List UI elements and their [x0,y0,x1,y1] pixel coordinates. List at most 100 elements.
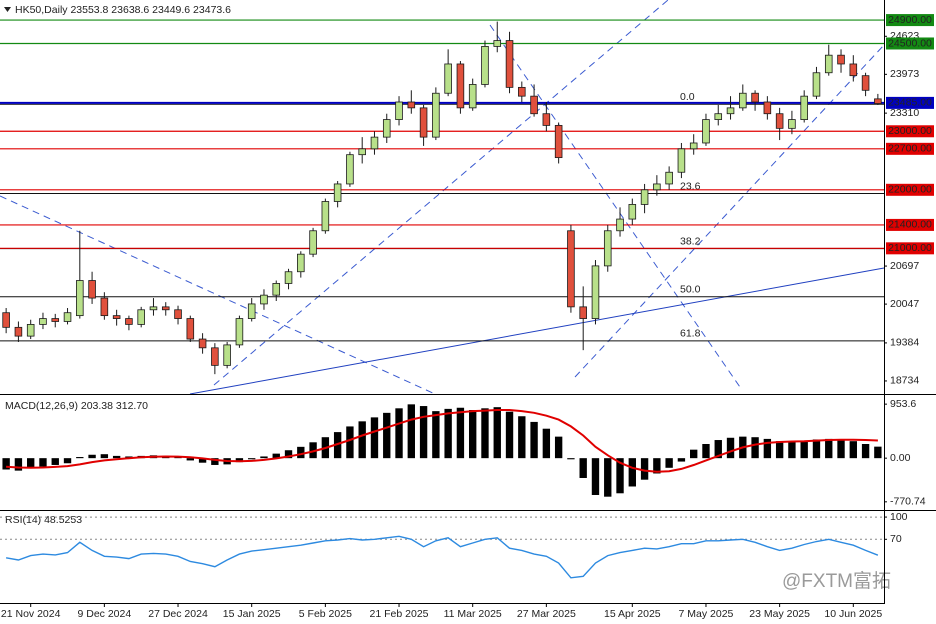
macd-bar [407,404,415,459]
trendline [213,0,669,386]
fib-label: 50.0 [680,284,701,296]
candle-body [763,101,772,115]
candle-body [837,54,845,65]
candle-body [677,148,686,173]
macd-bar [297,446,305,459]
candle-body [321,201,330,232]
macd-bar [542,428,551,459]
macd-title: MACD(12,26,9) 203.38 312.70 [5,400,148,412]
macd-bar [469,410,477,459]
macd-bar [444,408,452,459]
level-label: 24900.00 [888,14,932,26]
y-tick-label: 0.00 [890,452,911,464]
candle-body [309,230,317,255]
macd-bar [726,437,735,459]
macd-bar [825,438,833,459]
y-tick-label: 23973 [890,68,919,80]
level-label-box [886,142,934,155]
x-tick-label: 15 Jan 2025 [223,608,281,620]
candle-body [419,107,428,138]
y-tick-label: 20697 [890,260,919,272]
candle-body [100,297,109,317]
macd-bar [112,455,121,459]
macd-bar [432,411,440,459]
macd-bar [579,458,587,478]
candle-body [653,183,661,191]
candle-body [112,315,121,319]
candle-body [554,125,563,159]
y-tick-label: 19384 [890,337,919,349]
macd-bar [874,446,882,459]
x-tick-label: 21 Nov 2024 [1,608,61,620]
rsi-line [5,535,879,579]
fib-label: 38.2 [680,235,701,247]
macd-bar [63,458,72,464]
macd-bar [665,458,673,468]
macd-bar [456,407,465,459]
macd-bar [591,458,600,495]
candle-body [481,46,489,85]
candle-body [505,40,514,88]
x-tick-label: 11 Mar 2025 [444,608,502,620]
macd-bar [51,458,59,465]
trendlines [0,0,885,395]
candle-body [125,318,133,325]
candle-body [542,113,551,126]
candle-body [235,318,244,346]
watermark: @FXTM富拓 [782,570,891,592]
menu-arrow[interactable] [4,7,11,12]
level-label-box [886,96,934,109]
level-label-box [886,125,934,138]
candle-body [211,347,219,366]
fib-label: 23.6 [680,180,701,192]
macd-bar [198,458,207,463]
level-label-box [886,37,934,50]
candle-body [775,113,784,129]
candle-body [63,312,72,322]
candle-body [493,40,502,47]
fib-label: 61.8 [680,328,701,340]
macd-bar [604,458,612,497]
macd-bar [333,432,342,459]
macd-bar [554,436,563,459]
candle-body [665,171,673,185]
macd-bar [702,444,710,459]
candle-body [382,119,391,138]
macd-bar [2,458,10,470]
level-label-box [886,242,934,255]
candle-body [284,271,293,284]
x-tick-label: 7 May 2025 [679,608,734,620]
macd-bar [419,406,428,459]
frame [0,0,936,604]
y-tick-label: 953.6 [890,398,916,410]
candle-body [726,107,735,115]
candle-body [800,95,808,120]
candle-body [468,84,477,109]
macd-bar [14,458,23,471]
candle-body [824,54,833,74]
macd-bar [481,408,489,459]
macd-bar [653,458,661,474]
macd-bar [272,453,280,459]
level-label: 23485.00 [888,97,932,109]
macd-bar [861,444,870,459]
candle-body [88,280,96,299]
level-label: 21400.00 [888,219,932,231]
candle-body [297,253,305,273]
macd-bar [812,439,821,459]
candle-body [358,148,366,156]
candle-body [272,283,281,296]
macd-bar [493,407,501,459]
candle-body [26,324,35,337]
macd-bar [751,437,759,459]
macd-bar [76,457,84,459]
candle-body [788,119,796,129]
candle-body [456,63,465,109]
candle-body [76,280,84,317]
candle-body [370,136,379,150]
candle-body [812,72,821,97]
candle-body [333,183,342,202]
level-label-box [886,218,934,231]
candle-body [530,95,538,115]
macd-bar [39,458,47,467]
